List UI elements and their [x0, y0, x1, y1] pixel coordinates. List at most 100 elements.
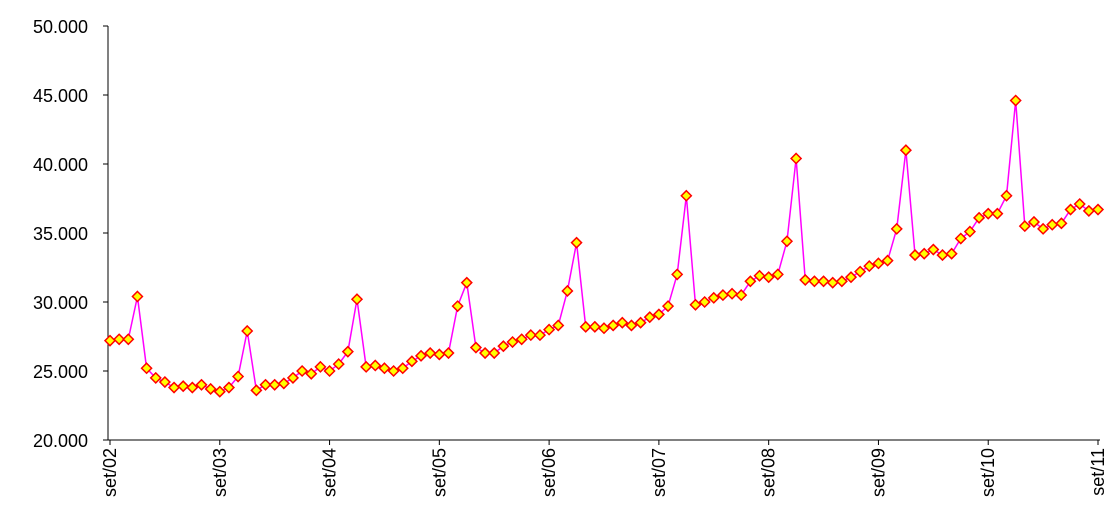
data-point	[241, 324, 254, 338]
data-point	[341, 345, 354, 358]
data-point	[259, 378, 272, 391]
data-point	[1009, 94, 1022, 107]
data-point	[918, 247, 931, 260]
data-point	[506, 335, 519, 349]
data-point	[186, 381, 199, 394]
data-point	[296, 364, 309, 378]
x-tick-label: set/06	[539, 448, 559, 497]
data-point	[369, 359, 382, 372]
data-point	[1027, 215, 1041, 229]
data-point	[195, 378, 208, 391]
y-tick-label: 45.000	[33, 86, 88, 106]
data-point	[213, 385, 226, 398]
data-point	[817, 275, 830, 288]
data-point	[552, 319, 565, 332]
data-point	[177, 380, 190, 393]
data-point	[1091, 203, 1105, 216]
data-point	[515, 333, 528, 346]
data-point	[442, 346, 455, 360]
data-point	[881, 254, 894, 267]
data-point	[460, 276, 473, 289]
data-point	[131, 290, 144, 303]
data-point	[643, 311, 656, 324]
data-point	[570, 236, 583, 249]
data-point	[414, 349, 428, 362]
data-point	[424, 346, 437, 360]
data-point	[1064, 203, 1077, 216]
data-point	[625, 319, 638, 332]
data-point	[277, 377, 290, 390]
data-point	[222, 381, 235, 394]
data-point	[588, 320, 601, 333]
data-point	[122, 333, 135, 346]
data-point	[945, 247, 958, 260]
x-tick-label: set/08	[759, 448, 779, 497]
x-tick-label: set/11	[1088, 448, 1108, 496]
data-point	[1082, 204, 1095, 217]
data-point	[167, 381, 181, 394]
data-point	[378, 362, 391, 375]
data-point	[716, 289, 729, 302]
data-point	[533, 329, 547, 342]
data-point	[405, 355, 418, 368]
y-tick-label: 20.000	[33, 431, 88, 451]
data-point	[744, 275, 757, 288]
data-point	[561, 284, 574, 298]
data-point	[652, 308, 665, 321]
data-point	[286, 371, 300, 384]
data-point	[661, 300, 675, 313]
data-point	[232, 370, 245, 383]
data-point	[305, 367, 318, 380]
y-tick-label: 50.000	[33, 17, 88, 37]
data-point	[350, 293, 364, 306]
data-point	[698, 295, 711, 309]
data-point	[597, 322, 611, 335]
data-point	[360, 360, 373, 373]
series-line	[109, 100, 1099, 393]
data-point	[488, 346, 501, 360]
x-tick-label: set/10	[978, 448, 998, 497]
data-point	[863, 260, 876, 273]
data-point	[634, 316, 647, 329]
data-point	[771, 268, 784, 281]
data-point	[790, 152, 803, 165]
data-point	[268, 378, 281, 391]
data-point	[844, 271, 858, 284]
data-point	[451, 300, 464, 313]
x-tick-label: set/09	[868, 448, 888, 497]
data-point	[954, 232, 967, 245]
data-point	[890, 222, 903, 235]
data-point	[396, 362, 409, 375]
data-point	[1000, 189, 1013, 202]
data-point	[753, 269, 766, 282]
data-point	[479, 346, 492, 360]
data-point	[854, 265, 867, 278]
data-point	[927, 243, 940, 256]
data-point	[497, 340, 510, 353]
data-point	[524, 329, 537, 342]
data-point	[103, 334, 117, 347]
data-point	[204, 382, 217, 396]
data-point	[1073, 197, 1086, 211]
data-point	[707, 291, 720, 304]
data-point	[469, 341, 482, 354]
data-point	[982, 207, 995, 220]
x-tick-label: set/04	[320, 448, 340, 497]
data-point	[899, 144, 912, 157]
data-point	[808, 275, 821, 288]
data-point	[908, 249, 922, 262]
data-point	[1018, 220, 1031, 233]
data-point	[332, 358, 345, 371]
y-tick-label: 25.000	[33, 362, 88, 382]
y-tick-label: 40.000	[33, 155, 88, 175]
data-point	[1037, 222, 1050, 235]
data-point	[1055, 217, 1068, 230]
data-point	[689, 298, 702, 311]
x-tick-label: set/02	[100, 448, 120, 497]
data-point	[780, 235, 794, 248]
x-tick-label: set/07	[649, 448, 669, 497]
data-point	[158, 375, 171, 389]
data-point	[735, 289, 748, 302]
data-point	[433, 348, 446, 361]
